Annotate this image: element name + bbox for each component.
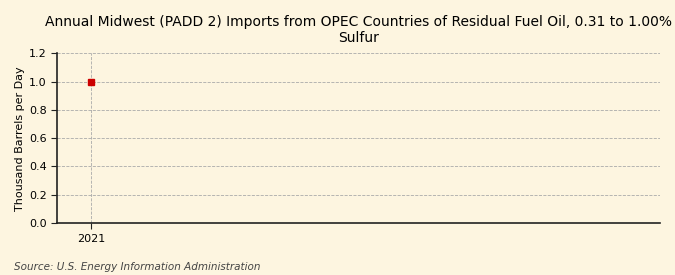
Title: Annual Midwest (PADD 2) Imports from OPEC Countries of Residual Fuel Oil, 0.31 t: Annual Midwest (PADD 2) Imports from OPE…	[45, 15, 672, 45]
Y-axis label: Thousand Barrels per Day: Thousand Barrels per Day	[15, 66, 25, 210]
Text: Source: U.S. Energy Information Administration: Source: U.S. Energy Information Administ…	[14, 262, 260, 272]
